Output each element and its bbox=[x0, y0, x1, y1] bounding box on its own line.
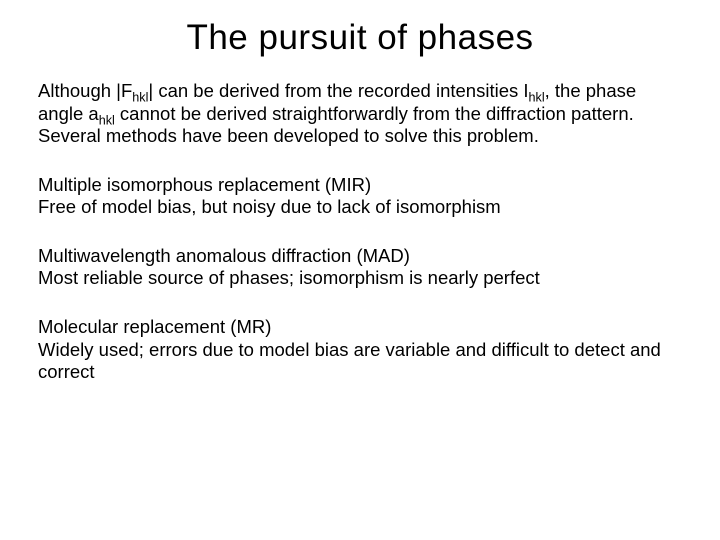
slide: The pursuit of phases Although |Fhkl| ca… bbox=[0, 0, 720, 540]
intro-paragraph: Although |Fhkl| can be derived from the … bbox=[38, 80, 682, 148]
method-block-mad: Multiwavelength anomalous diffraction (M… bbox=[38, 245, 682, 290]
method-block-mr: Molecular replacement (MR) Widely used; … bbox=[38, 316, 682, 384]
intro-text-4: cannot be derived straightforwardly from… bbox=[38, 103, 634, 147]
method-desc: Most reliable source of phases; isomorph… bbox=[38, 267, 682, 290]
intro-text-1: Although |F bbox=[38, 80, 132, 101]
method-desc: Widely used; errors due to model bias ar… bbox=[38, 339, 682, 384]
method-heading: Molecular replacement (MR) bbox=[38, 316, 682, 339]
method-heading: Multiple isomorphous replacement (MIR) bbox=[38, 174, 682, 197]
intro-text-2: | can be derived from the recorded inten… bbox=[148, 80, 528, 101]
method-heading: Multiwavelength anomalous diffraction (M… bbox=[38, 245, 682, 268]
method-desc: Free of model bias, but noisy due to lac… bbox=[38, 196, 682, 219]
slide-title: The pursuit of phases bbox=[38, 18, 682, 58]
method-block-mir: Multiple isomorphous replacement (MIR) F… bbox=[38, 174, 682, 219]
